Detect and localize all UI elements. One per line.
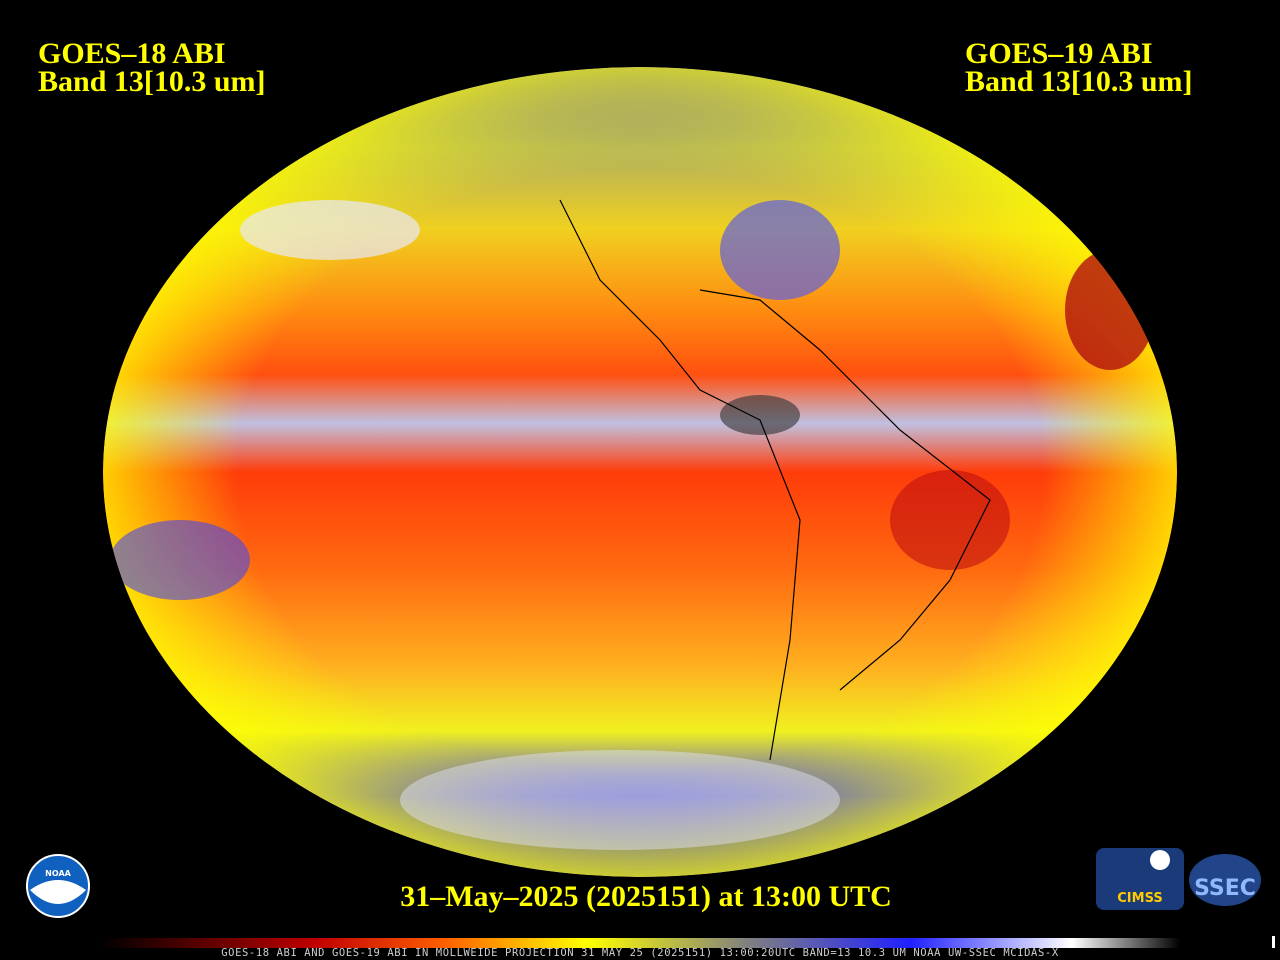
timestamp: 31–May–2025 (2025151) at 13:00 UTC	[400, 880, 892, 913]
ssec-logo: SSEC	[1189, 854, 1261, 906]
ssec-text: SSEC	[1194, 876, 1256, 901]
cimss-logo: CIMSS	[1096, 848, 1184, 910]
left-band: Band 13[10.3 um]	[38, 65, 266, 98]
footer-info: GOES-18 ABI AND GOES-19 ABI IN MOLLWEIDE…	[221, 947, 1059, 959]
color-bar	[100, 938, 1180, 948]
left-satellite: GOES–18 ABI	[38, 37, 226, 70]
cimss-text: CIMSS	[1117, 891, 1162, 906]
corner-marker	[1272, 936, 1275, 948]
noaa-text: NOAA	[45, 869, 71, 878]
right-band: Band 13[10.3 um]	[965, 65, 1193, 98]
right-satellite: GOES–19 ABI	[965, 37, 1153, 70]
noaa-logo: NOAA	[26, 854, 90, 918]
earth-disk	[103, 67, 1177, 877]
